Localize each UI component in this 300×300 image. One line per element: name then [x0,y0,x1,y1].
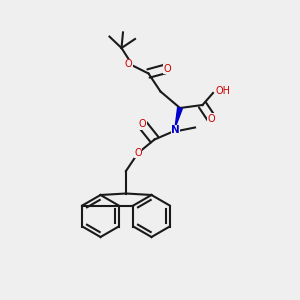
Text: O: O [208,113,215,124]
Text: O: O [134,148,142,158]
Text: N: N [171,125,180,136]
Text: O: O [164,64,171,74]
Polygon shape [175,107,182,126]
Text: O: O [125,59,133,70]
Text: O: O [139,119,146,130]
Text: OH: OH [216,86,231,97]
